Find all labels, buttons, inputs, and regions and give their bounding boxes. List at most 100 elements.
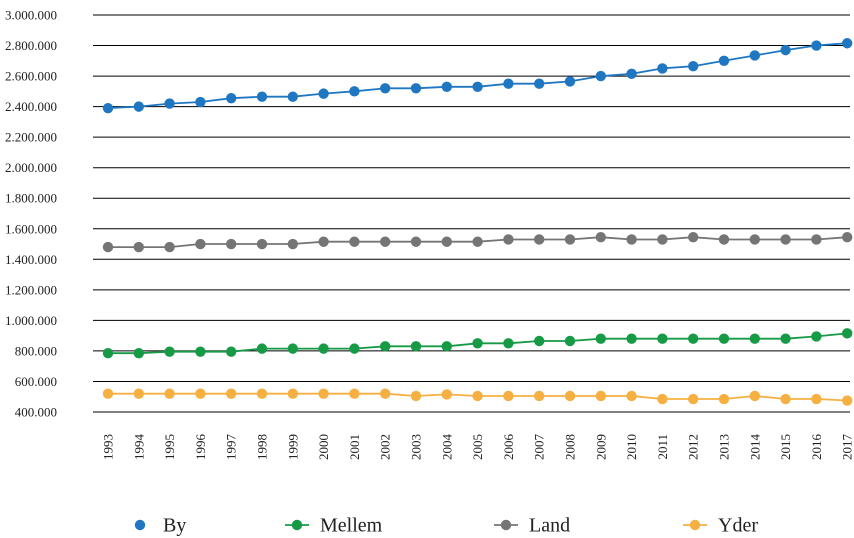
- x-tick-label: 2000: [316, 434, 331, 460]
- x-axis-tick-labels: 1993 1994 1995 1996 1997 1998 1999 2000 2001 2002…: [101, 434, 854, 461]
- legend-marker: [500, 519, 512, 531]
- data-point: [226, 388, 237, 399]
- data-point: [503, 338, 514, 349]
- data-point: [472, 236, 483, 247]
- data-point: [441, 81, 452, 92]
- data-point: [842, 38, 853, 49]
- data-point: [595, 70, 606, 82]
- data-point: [749, 234, 760, 245]
- x-tick-label: 2014: [747, 434, 762, 461]
- data-point: [688, 231, 699, 243]
- data-point: [718, 234, 730, 245]
- grid-lines: [93, 14, 850, 413]
- series-yder: [102, 388, 853, 406]
- legend-item-by: By: [134, 515, 186, 537]
- data-point: [534, 335, 545, 347]
- y-tick-label: 800.000: [15, 343, 57, 358]
- y-axis-tick-labels: 400.000 600.000 800.000 1.000.000 1.200.000 1…: [5, 8, 57, 420]
- data-point: [195, 238, 206, 250]
- data-point: [780, 333, 791, 344]
- data-point: [102, 388, 114, 399]
- data-point: [195, 346, 206, 357]
- data-point: [349, 236, 360, 247]
- data-point: [626, 234, 637, 245]
- x-tick-label: 2006: [501, 434, 516, 461]
- data-point: [472, 81, 483, 92]
- legend-marker: [689, 519, 701, 531]
- x-tick-label: 1995: [162, 434, 177, 460]
- data-point: [133, 388, 144, 399]
- data-point: [842, 231, 853, 243]
- x-tick-label: 1998: [255, 434, 270, 460]
- data-point: [811, 393, 822, 405]
- data-point: [595, 390, 606, 402]
- data-point: [780, 393, 791, 405]
- data-point: [472, 338, 483, 349]
- data-point: [534, 78, 545, 89]
- data-point: [811, 234, 822, 245]
- data-point: [749, 390, 760, 402]
- data-point: [256, 238, 268, 250]
- data-point: [226, 346, 237, 357]
- legend-label: Land: [529, 515, 570, 537]
- data-point: [133, 348, 144, 359]
- x-tick-label: 2017: [840, 434, 854, 461]
- x-tick-label: 1994: [131, 434, 146, 461]
- x-tick-label: 2010: [624, 434, 639, 460]
- legend-label: By: [163, 515, 186, 537]
- data-point: [256, 91, 268, 102]
- y-tick-label: 1.400.000: [5, 252, 57, 267]
- data-point: [503, 78, 514, 89]
- series-group: [102, 38, 853, 406]
- data-point: [133, 241, 144, 253]
- data-point: [534, 234, 545, 245]
- legend-marker: [134, 519, 146, 531]
- data-point: [718, 393, 730, 405]
- data-point: [657, 234, 668, 245]
- data-point: [380, 341, 391, 352]
- data-point: [626, 390, 637, 402]
- data-point: [780, 234, 791, 245]
- series-mellem: [102, 328, 853, 359]
- data-point: [441, 389, 452, 400]
- legend-item-land: Land: [494, 515, 570, 537]
- data-point: [564, 234, 576, 245]
- data-point: [164, 98, 175, 109]
- series-land: [102, 231, 853, 253]
- x-tick-label: 2004: [439, 434, 454, 461]
- data-point: [595, 333, 606, 344]
- x-tick-label: 2016: [809, 434, 824, 461]
- x-tick-label: 2011: [655, 434, 670, 460]
- data-point: [842, 395, 853, 406]
- data-point: [349, 388, 360, 399]
- x-tick-label: 1997: [224, 434, 239, 461]
- data-point: [349, 343, 360, 354]
- data-point: [657, 63, 668, 74]
- x-tick-label: 2007: [532, 434, 547, 461]
- data-point: [657, 333, 668, 344]
- data-point: [380, 83, 391, 94]
- data-point: [564, 76, 576, 87]
- data-point: [749, 50, 760, 61]
- data-point: [842, 328, 853, 339]
- y-tick-label: 600.000: [15, 374, 57, 389]
- data-point: [287, 238, 298, 250]
- data-point: [164, 346, 175, 357]
- data-point: [164, 388, 175, 399]
- data-point: [256, 388, 268, 399]
- series-by: [102, 38, 853, 114]
- data-point: [318, 88, 329, 99]
- data-point: [441, 236, 452, 247]
- data-point: [318, 388, 329, 399]
- y-tick-label: 2.400.000: [5, 99, 57, 114]
- data-point: [811, 331, 822, 342]
- data-point: [133, 101, 144, 112]
- data-point: [718, 333, 730, 344]
- data-point: [441, 341, 452, 352]
- y-tick-label: 1.000.000: [5, 313, 57, 328]
- data-point: [164, 241, 175, 253]
- data-point: [410, 341, 422, 352]
- y-tick-label: 2.600.000: [5, 69, 57, 84]
- data-point: [811, 40, 822, 51]
- data-point: [626, 333, 637, 344]
